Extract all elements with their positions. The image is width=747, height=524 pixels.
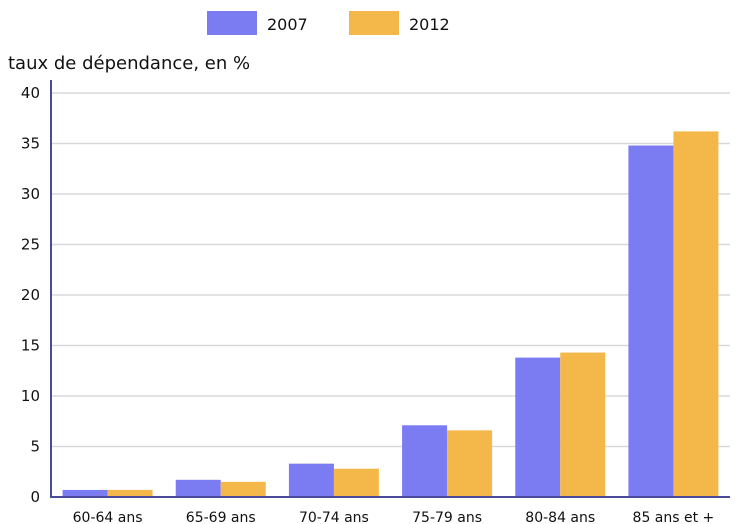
legend: 2007 2012 xyxy=(207,11,450,35)
bar-2012-4 xyxy=(447,430,493,497)
x-tick-labels: 60-64 ans 65-69 ans 70-74 ans 75-79 ans 80-8… xyxy=(73,510,715,524)
x-tick-label: 75-79 ans xyxy=(412,510,482,524)
legend-label-2012: 2012 xyxy=(409,15,450,34)
bar-2007-3 xyxy=(288,463,334,497)
bar-2007-5 xyxy=(515,357,561,497)
y-tick-label: 5 xyxy=(30,438,40,456)
y-tick-label: 15 xyxy=(21,337,40,355)
bar-2012-1 xyxy=(107,489,153,497)
y-tick-label: 35 xyxy=(21,135,40,153)
legend-label-2007: 2007 xyxy=(267,15,308,34)
bar-2007-1 xyxy=(62,489,108,497)
legend-swatch-2007 xyxy=(207,11,257,35)
bar-2012-2 xyxy=(220,481,266,497)
bar-2007-6 xyxy=(628,145,674,497)
x-tick-label: 60-64 ans xyxy=(73,510,143,524)
x-tick-label: 70-74 ans xyxy=(299,510,369,524)
y-tick-label: 40 xyxy=(21,84,40,102)
y-tick-labels: 0 5 10 15 20 25 30 35 40 xyxy=(21,84,40,506)
legend-swatch-2012 xyxy=(349,11,399,35)
bar-2012-5 xyxy=(560,352,606,497)
bar-2007-4 xyxy=(402,425,448,497)
bar-2007-2 xyxy=(175,479,221,497)
bar-2012-3 xyxy=(333,468,379,497)
y-tick-label: 25 xyxy=(21,236,40,254)
y-tick-label: 30 xyxy=(21,185,40,203)
y-tick-label: 0 xyxy=(30,488,40,506)
y-axis-label: taux de dépendance, en % xyxy=(8,53,250,74)
bars xyxy=(62,131,719,497)
bar-2012-6 xyxy=(673,131,719,497)
gridlines xyxy=(51,92,730,448)
x-tick-label: 85 ans et + xyxy=(633,510,715,524)
y-tick-label: 20 xyxy=(21,286,40,304)
x-tick-label: 65-69 ans xyxy=(186,510,256,524)
y-tick-label: 10 xyxy=(21,387,40,405)
x-tick-label: 80-84 ans xyxy=(525,510,595,524)
